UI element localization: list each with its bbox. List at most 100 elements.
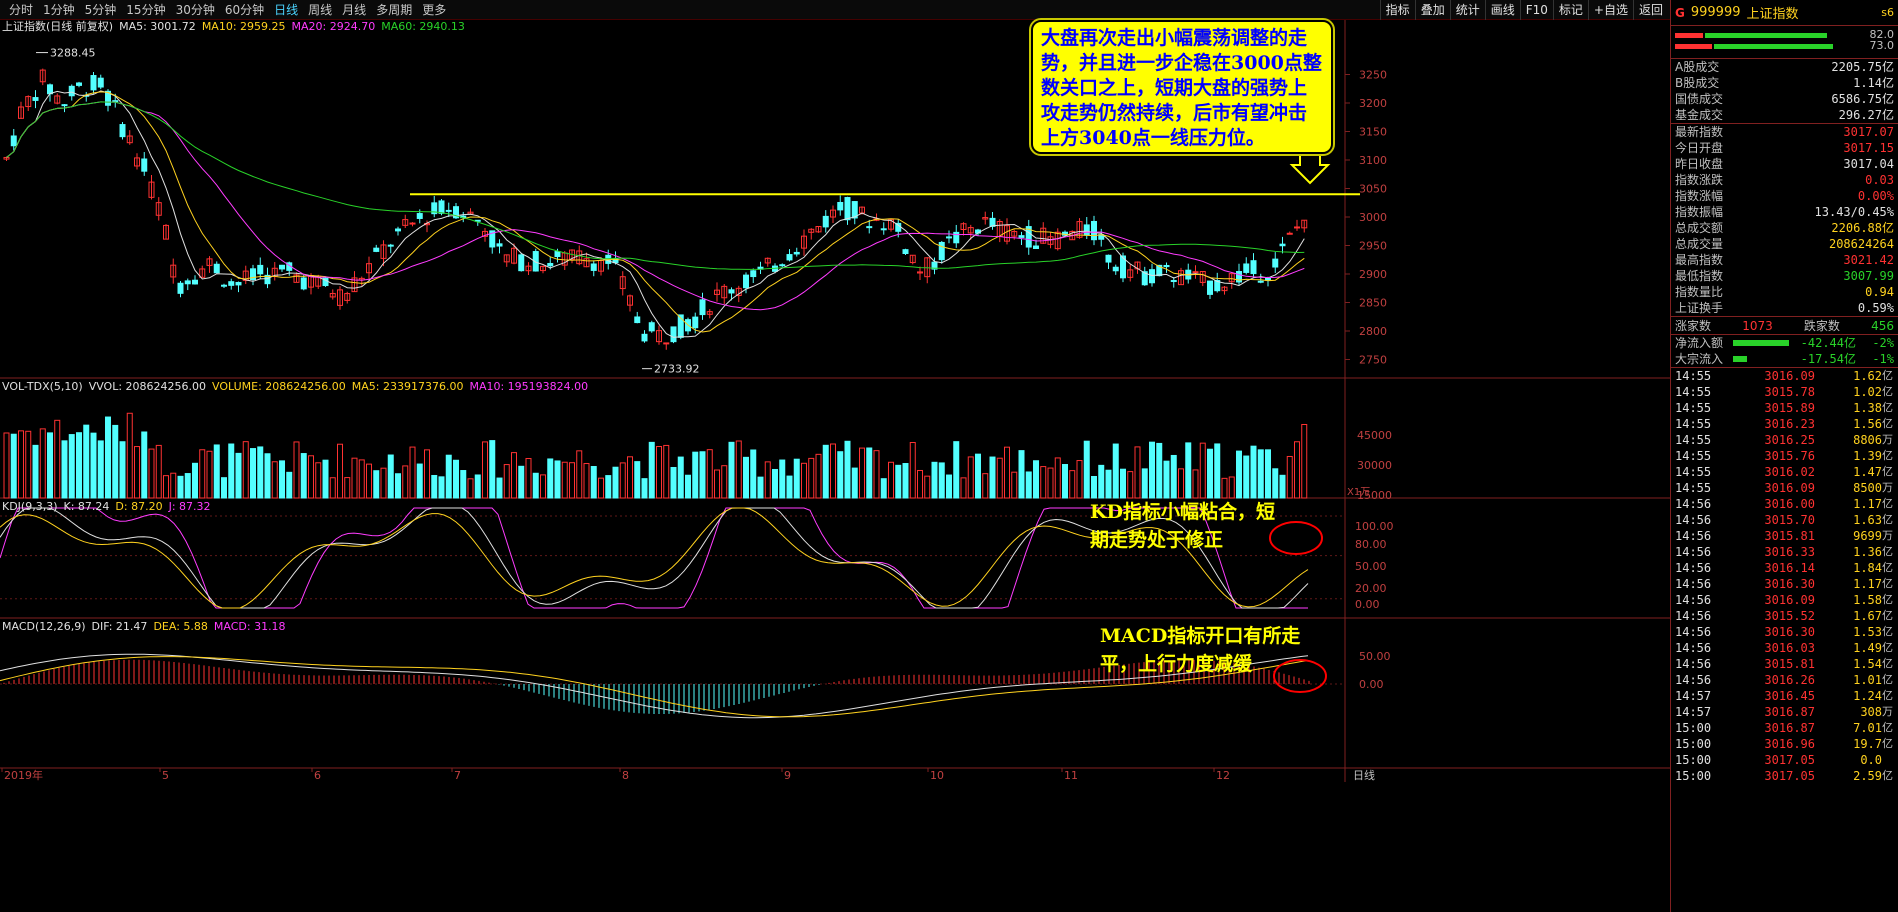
tick-row[interactable]: 14:56 3016.09 1.58 亿 (1671, 592, 1898, 608)
toolbar-button-0[interactable]: 指标 (1379, 0, 1415, 20)
toolbar-button-5[interactable]: 标记 (1552, 0, 1588, 20)
candle-body (329, 292, 336, 298)
candle-body (402, 219, 409, 226)
volume-bar (112, 424, 119, 499)
tick-time: 15:00 (1675, 769, 1712, 783)
candle-body (1221, 286, 1228, 292)
candle-body (76, 82, 82, 86)
period-tab-7[interactable]: 周线 (308, 2, 333, 17)
tick-row[interactable]: 14:55 3016.02 1.47 亿 (1671, 464, 1898, 480)
period-tab-8[interactable]: 月线 (342, 2, 367, 17)
chart-tool-buttons: 指标 叠加 统计 画线 F10 标记 +自选 返回 (1379, 0, 1668, 20)
candle-body (721, 285, 728, 299)
index-stats-section: 最新指数 3017.07 今日开盘 3017.15 昨日收盘 3017.04 指数涨跌 0.0… (1671, 123, 1898, 316)
macd-dif-line (0, 653, 1309, 719)
candle-body (953, 231, 960, 244)
tick-unit: 万 (1882, 529, 1893, 542)
volume-bar (76, 432, 82, 499)
tick-row[interactable]: 15:00 3017.05 0.0 (1671, 752, 1898, 768)
period-tab-2[interactable]: 5分钟 (84, 2, 117, 17)
volume-bar (1221, 477, 1228, 499)
tick-time: 15:00 (1675, 753, 1712, 767)
tick-row[interactable]: 14:57 3016.45 1.24 亿 (1671, 688, 1898, 704)
candle-body (808, 228, 815, 233)
candle-body (656, 330, 662, 343)
tick-row[interactable]: 14:55 3016.09 8500 万 (1671, 480, 1898, 496)
fund-flow-section: 净流入额 -42.44亿 -2% 大宗流入 -17.54亿 -1% (1671, 334, 1898, 367)
tick-volume: 1.84 (1853, 561, 1882, 575)
toolbar-button-6[interactable]: +自选 (1587, 0, 1633, 20)
candle-body (1301, 219, 1308, 229)
volume-bar (837, 451, 844, 499)
tick-price: 3016.00 (1764, 497, 1815, 511)
tick-row[interactable]: 14:55 3015.89 1.38 亿 (1671, 400, 1898, 416)
volume-bar (866, 447, 873, 499)
tick-row[interactable]: 14:56 3016.33 1.36 亿 (1671, 544, 1898, 560)
tick-row[interactable]: 14:56 3015.52 1.67 亿 (1671, 608, 1898, 624)
tick-time: 14:55 (1675, 481, 1712, 495)
ma10-value: MA10: 2959.25 (201, 20, 286, 33)
up-count: 1073 (1742, 319, 1773, 333)
period-tab-1[interactable]: 1分钟 (43, 2, 75, 17)
tick-volume: 19.7 (1853, 737, 1882, 751)
tick-row[interactable]: 14:56 3015.81 9699 万 (1671, 528, 1898, 544)
volume-bar (1112, 443, 1119, 499)
flow-percent: -2% (1872, 336, 1894, 350)
candle-body (540, 265, 546, 272)
tick-row[interactable]: 14:56 3016.30 1.17 亿 (1671, 576, 1898, 592)
tick-row[interactable]: 14:57 3016.87 308 万 (1671, 704, 1898, 720)
period-tab-3[interactable]: 15分钟 (126, 2, 166, 17)
candle-body (590, 263, 597, 271)
tick-row[interactable]: 15:00 3016.96 19.7 亿 (1671, 736, 1898, 752)
volume-bar (880, 478, 887, 499)
candle-body (192, 279, 198, 285)
tick-list[interactable]: 14:55 3016.09 1.62 亿 14:55 3015.78 1.02 亿 14:55 3… (1671, 367, 1898, 784)
volume-bar (409, 446, 416, 499)
period-tab-10[interactable]: 更多 (422, 2, 447, 17)
tick-row[interactable]: 14:55 3015.76 1.39 亿 (1671, 448, 1898, 464)
ratio-bar-1-red (1675, 33, 1703, 38)
period-tab-0[interactable]: 分时 (9, 2, 34, 17)
period-tab-5[interactable]: 60分钟 (224, 2, 265, 17)
volume-bar (1228, 476, 1235, 499)
candle-body (250, 268, 256, 281)
period-tab-4[interactable]: 30分钟 (175, 2, 215, 17)
tick-row[interactable]: 14:56 3016.30 1.53 亿 (1671, 624, 1898, 640)
tick-row[interactable]: 14:55 3016.09 1.62 亿 (1671, 368, 1898, 384)
volume-bar (264, 453, 271, 499)
tick-row[interactable]: 14:55 3016.23 1.56 亿 (1671, 416, 1898, 432)
tick-row[interactable]: 14:56 3016.26 1.01 亿 (1671, 672, 1898, 688)
toolbar-button-7[interactable]: 返回 (1632, 0, 1668, 20)
tick-unit (1882, 752, 1894, 768)
toolbar-button-2[interactable]: 统计 (1449, 0, 1485, 20)
tick-time: 14:55 (1675, 417, 1712, 431)
tick-volume: 1.01 (1853, 673, 1882, 687)
tick-row[interactable]: 14:56 3016.14 1.84 亿 (1671, 560, 1898, 576)
candle-body (909, 254, 916, 264)
tick-row[interactable]: 14:56 3016.00 1.17 亿 (1671, 496, 1898, 512)
volume-bar (184, 473, 191, 499)
tick-row[interactable]: 14:55 3016.25 8806 万 (1671, 432, 1898, 448)
tick-volume: 8500 (1853, 481, 1882, 495)
tick-row[interactable]: 15:00 3016.87 7.01 亿 (1671, 720, 1898, 736)
tick-row[interactable]: 14:56 3016.03 1.49 亿 (1671, 640, 1898, 656)
stat-row: 国债成交 6586.75亿 (1671, 91, 1898, 107)
volume-bar (416, 463, 423, 499)
toolbar-button-3[interactable]: 画线 (1484, 0, 1520, 20)
candle-body (786, 254, 793, 261)
tick-row[interactable]: 14:56 3015.70 1.63 亿 (1671, 512, 1898, 528)
tick-time: 15:00 (1675, 721, 1712, 735)
period-tab-9[interactable]: 多周期 (376, 2, 413, 17)
kline-chart[interactable]: 3250 3200 3150 3100 3050 3000 2950 2900 2850 2800… (0, 20, 1670, 912)
tick-row[interactable]: 15:00 3017.05 2.59 亿 (1671, 768, 1898, 784)
tick-time: 14:55 (1675, 385, 1712, 399)
tick-price: 3016.25 (1764, 433, 1815, 447)
period-tab-6[interactable]: 日线 (274, 2, 299, 17)
toolbar-button-1[interactable]: 叠加 (1414, 0, 1450, 20)
candle-body (931, 261, 938, 270)
tick-row[interactable]: 14:55 3015.78 1.02 亿 (1671, 384, 1898, 400)
stat-label: 基金成交 (1675, 108, 1724, 122)
tick-row[interactable]: 14:56 3015.81 1.54 亿 (1671, 656, 1898, 672)
toolbar-button-4[interactable]: F10 (1519, 0, 1553, 20)
candle-body (714, 289, 720, 295)
